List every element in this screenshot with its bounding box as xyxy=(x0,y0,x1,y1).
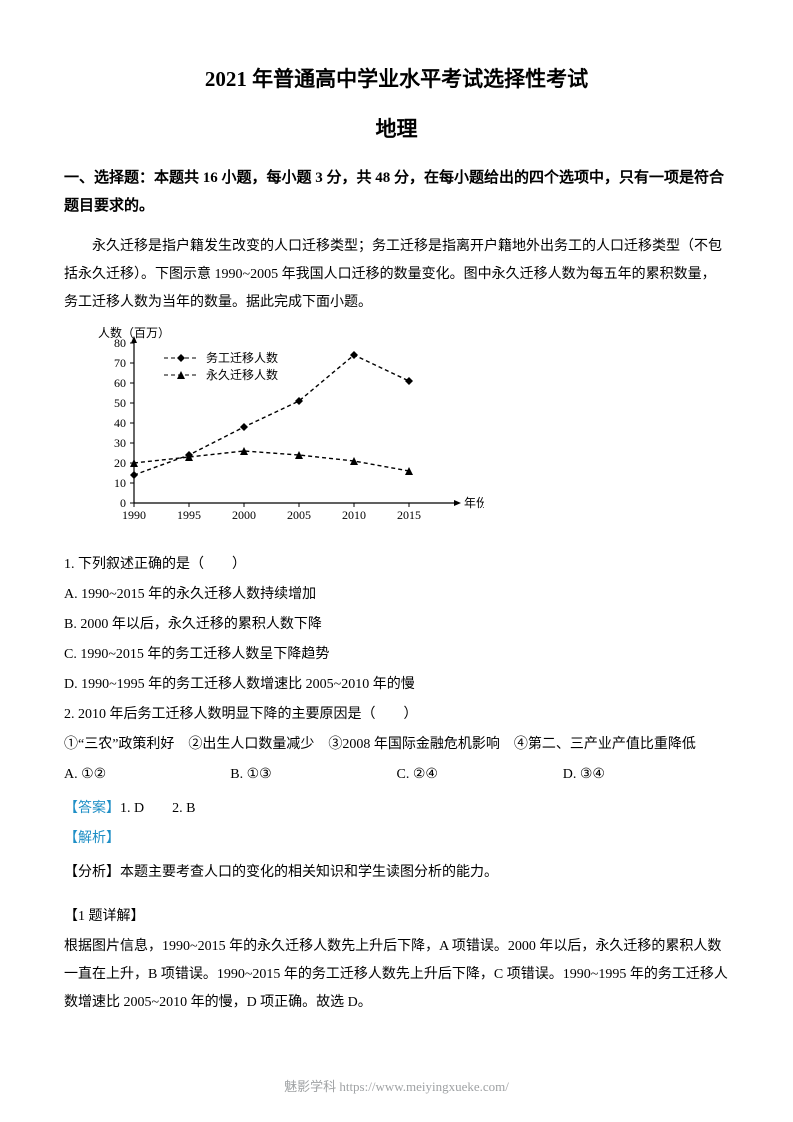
answer-text: 1. D 2. B xyxy=(120,801,195,816)
svg-text:2005: 2005 xyxy=(287,508,311,522)
page-title-main: 2021 年普通高中学业水平考试选择性考试 xyxy=(64,60,729,100)
svg-text:10: 10 xyxy=(114,476,126,490)
q2-opt-d: D. ③④ xyxy=(563,761,729,789)
svg-text:2015: 2015 xyxy=(397,508,421,522)
q1-opt-a: A. 1990~2015 年的永久迁移人数持续增加 xyxy=(64,581,729,609)
svg-text:务工迁移人数: 务工迁移人数 xyxy=(206,350,278,365)
answer-line: 【答案】1. D 2. B xyxy=(64,795,729,823)
svg-text:永久迁移人数: 永久迁移人数 xyxy=(206,367,278,382)
detail1-text: 根据图片信息，1990~2015 年的永久迁移人数先上升后下降，A 项错误。20… xyxy=(64,933,729,1017)
q1-opt-b: B. 2000 年以后，永久迁移的累积人数下降 xyxy=(64,611,729,639)
svg-text:30: 30 xyxy=(114,436,126,450)
svg-text:40: 40 xyxy=(114,416,126,430)
svg-text:2000: 2000 xyxy=(232,508,256,522)
section-heading: 一、选择题：本题共 16 小题，每小题 3 分，共 48 分，在每小题给出的四个… xyxy=(64,164,729,221)
svg-text:1990: 1990 xyxy=(122,508,146,522)
svg-text:1995: 1995 xyxy=(177,508,201,522)
svg-text:20: 20 xyxy=(114,456,126,470)
analysis-label: 【解析】 xyxy=(64,825,729,853)
svg-text:60: 60 xyxy=(114,376,126,390)
svg-text:2010: 2010 xyxy=(342,508,366,522)
analysis-summary: 【分析】本题主要考查人口的变化的相关知识和学生读图分析的能力。 xyxy=(64,859,729,887)
svg-text:70: 70 xyxy=(114,356,126,370)
passage-p1: 永久迁移是指户籍发生改变的人口迁移类型；务工迁移是指离开户籍地外出务工的人口迁移… xyxy=(64,233,729,317)
detail1-title: 【1 题详解】 xyxy=(64,903,729,931)
migration-chart: 人数（百万）0102030405060708019901995200020052… xyxy=(84,323,729,544)
q1-opt-c: C. 1990~2015 年的务工迁移人数呈下降趋势 xyxy=(64,641,729,669)
q2-opt-a: A. ①② xyxy=(64,761,230,789)
q2-stem: 2. 2010 年后务工迁移人数明显下降的主要原因是（ ） xyxy=(64,701,729,729)
spacer xyxy=(64,889,729,903)
q2-opt-b: B. ①③ xyxy=(230,761,396,789)
svg-text:80: 80 xyxy=(114,336,126,350)
chart-svg: 人数（百万）0102030405060708019901995200020052… xyxy=(84,323,484,533)
q1-opt-d: D. 1990~1995 年的务工迁移人数增速比 2005~2010 年的慢 xyxy=(64,671,729,699)
answer-label: 【答案】 xyxy=(64,801,120,816)
q2-options-row: A. ①② B. ①③ C. ②④ D. ③④ xyxy=(64,761,729,789)
page-footer: 魅影学科 https://www.meiyingxueke.com/ xyxy=(0,1075,793,1100)
svg-text:年份: 年份 xyxy=(464,496,484,510)
svg-text:50: 50 xyxy=(114,396,126,410)
q2-opt-c: C. ②④ xyxy=(397,761,563,789)
page-title-sub: 地理 xyxy=(64,110,729,150)
q1-stem: 1. 下列叙述正确的是（ ） xyxy=(64,551,729,579)
q2-statements: ①“三农”政策利好 ②出生人口数量减少 ③2008 年国际金融危机影响 ④第二、… xyxy=(64,731,729,759)
